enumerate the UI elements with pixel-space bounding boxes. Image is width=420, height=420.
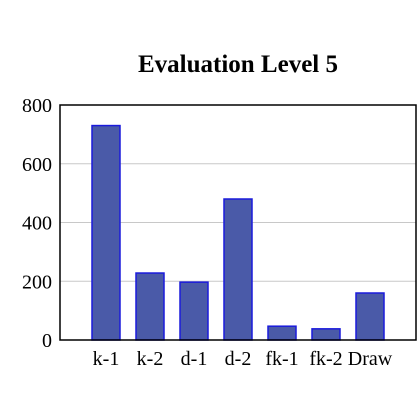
bar-k-1 — [91, 124, 121, 341]
bar-fk-1 — [267, 325, 297, 341]
x-tick-label: d-1 — [181, 348, 208, 370]
y-tick-label: 600 — [22, 154, 52, 176]
bar-d-2 — [223, 198, 253, 341]
x-tick-label: d-2 — [225, 348, 252, 370]
x-tick-label: k-2 — [137, 348, 164, 370]
y-axis-ticks: 0 200 400 600 800 — [22, 95, 52, 352]
bars — [91, 124, 385, 341]
x-tick-label: k-1 — [93, 348, 120, 370]
x-axis-ticks: k-1 k-2 d-1 d-2 fk-1 fk-2 Draw — [93, 348, 393, 370]
chart-title: Evaluation Level 5 — [138, 51, 338, 78]
y-tick-label: 200 — [22, 271, 52, 293]
plot-frame — [59, 104, 417, 341]
x-tick-label: fk-1 — [265, 348, 298, 370]
x-tick-label: Draw — [348, 348, 393, 370]
bar-Draw — [355, 292, 385, 341]
y-tick-label: 800 — [22, 95, 52, 117]
x-tick-label: fk-2 — [309, 348, 342, 370]
y-tick-label: 0 — [42, 330, 52, 352]
bar-fk-2 — [311, 328, 341, 341]
y-tick-label: 400 — [22, 213, 52, 235]
bar-k-2 — [135, 272, 165, 341]
bar-d-1 — [179, 281, 209, 341]
